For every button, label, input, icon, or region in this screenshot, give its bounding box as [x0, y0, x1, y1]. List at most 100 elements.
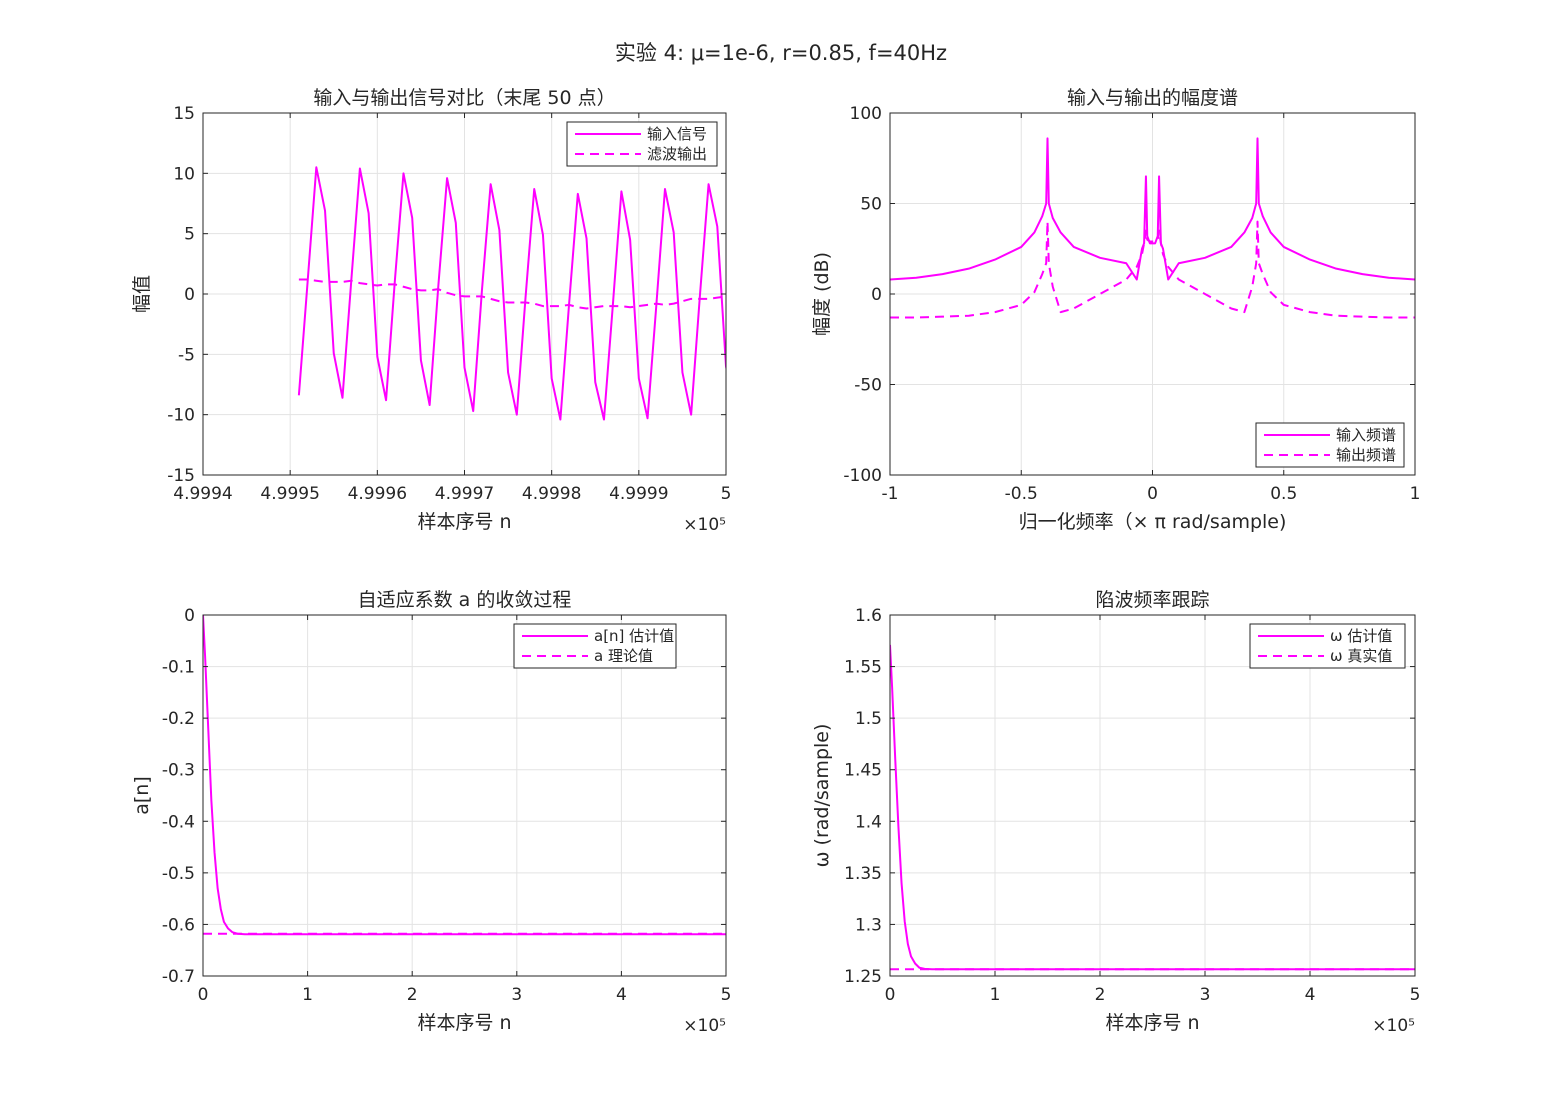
chart-title: 输入与输出信号对比（末尾 50 点）	[313, 87, 615, 109]
y-tick-label: -100	[843, 466, 882, 486]
chart-1: 4.9994 4.9995 4.9996 4.9997 4.9998 4.9999 5 -15…	[131, 87, 732, 535]
y-tick-label: 1.4	[855, 812, 882, 832]
x-axis-exponent: ×10⁵	[683, 1016, 726, 1036]
legend: a[n] 估计值 a 理论值	[513, 623, 677, 669]
series-line-2	[890, 220, 1415, 319]
y-tick-label: -0.2	[162, 709, 195, 729]
y-tick-label: 1.25	[844, 967, 882, 987]
x-axis-label: 样本序号 n	[417, 511, 511, 533]
legend-label: 滤波输出	[647, 145, 707, 163]
x-tick-label: -1	[882, 484, 899, 504]
y-tick-label: -0.5	[162, 864, 195, 884]
y-axis-label: ω (rad/sample)	[811, 724, 833, 868]
x-tick-label: 0	[885, 985, 896, 1005]
x-axis-exponent: ×10⁵	[1372, 1016, 1415, 1036]
x-axis-label: 样本序号 n	[417, 1012, 511, 1034]
series-line-1	[890, 137, 1415, 281]
y-axis-label: 幅度 (dB)	[811, 252, 833, 336]
legend-box	[1255, 422, 1405, 468]
x-tick-label: 4.9996	[348, 484, 407, 504]
legend-label: a 理论值	[594, 647, 653, 665]
y-tick-label: -50	[854, 376, 882, 396]
x-tick-label: 4.9995	[260, 484, 319, 504]
x-axis-exponent: ×10⁵	[683, 515, 726, 535]
x-tick-label: 4.9998	[522, 484, 581, 504]
y-tick-label: 0	[184, 285, 195, 305]
legend-label: a[n] 估计值	[594, 627, 674, 645]
chart-title: 陷波频率跟踪	[1095, 589, 1209, 611]
x-tick-label: 3	[511, 985, 522, 1005]
legend-box	[566, 121, 718, 167]
chart-title: 自适应系数 a 的收敛过程	[358, 589, 572, 611]
y-axis-label: a[n]	[131, 776, 153, 815]
x-tick-label: 5	[721, 985, 732, 1005]
y-tick-label: 1.6	[855, 606, 882, 626]
legend-label: ω 估计值	[1330, 627, 1392, 645]
x-axis-label: 样本序号 n	[1105, 1012, 1199, 1034]
plot-area	[203, 615, 726, 976]
y-tick-label: -0.6	[162, 915, 195, 935]
y-tick-label: 100	[850, 104, 882, 124]
y-tick-label: -10	[167, 406, 195, 426]
y-tick-label: -0.4	[162, 812, 195, 832]
x-tick-label: 5	[721, 484, 732, 504]
y-tick-label: 50	[860, 195, 882, 215]
data-layer	[297, 166, 726, 421]
x-tick-label: 0.5	[1270, 484, 1297, 504]
y-tick-label: 0	[871, 285, 882, 305]
series-line-output	[298, 278, 726, 310]
data-layer	[890, 137, 1415, 319]
y-tick-label: 0	[184, 606, 195, 626]
x-tick-label: 3	[1200, 985, 1211, 1005]
data-layer	[890, 644, 1415, 971]
y-tick-label: -0.7	[162, 967, 195, 987]
chart-title: 输入与输出的幅度谱	[1067, 87, 1238, 109]
legend-box	[513, 623, 677, 669]
x-tick-label: 2	[1095, 985, 1106, 1005]
y-tick-label: 1.55	[844, 658, 882, 678]
axes-frame	[889, 614, 1416, 977]
figure-suptitle: 实验 4: μ=1e-6, r=0.85, f=40Hz	[615, 41, 947, 65]
x-tick-label: 1	[990, 985, 1001, 1005]
x-tick-label: 4	[616, 985, 627, 1005]
legend: ω 估计值 ω 真实值	[1249, 623, 1406, 669]
y-tick-label: -15	[167, 466, 195, 486]
x-tick-label: 1	[1410, 484, 1421, 504]
y-tick-label: 1.3	[855, 915, 882, 935]
y-tick-label: -0.3	[162, 761, 195, 781]
y-tick-label: 5	[184, 225, 195, 245]
chart-4: 0 1 2 3 4 5 1.25 1.3 1.35 1.4 1.45 1.5 1.55 1.6 ×10⁵ 陷波…	[811, 589, 1420, 1036]
chart-3: 0 1 2 3 4 5 -0.7 -0.6 -0.5 -0.4 -0.3 -0.2 -0.1 0 ×10⁵ 自…	[131, 589, 731, 1036]
data-layer	[203, 615, 726, 936]
y-tick-label: 15	[173, 104, 195, 124]
y-tick-label: 10	[173, 164, 195, 184]
y-tick-label: 1.45	[844, 761, 882, 781]
series-line-input	[297, 166, 726, 421]
x-tick-label: 4.9994	[173, 484, 232, 504]
legend-label: ω 真实值	[1330, 647, 1392, 665]
y-tick-label: 1.5	[855, 709, 882, 729]
y-tick-label: 1.35	[844, 864, 882, 884]
x-tick-label: 0	[1147, 484, 1158, 504]
x-axis-label: 归一化频率（× π rad/sample)	[1019, 511, 1287, 533]
y-tick-label: -5	[178, 345, 195, 365]
x-tick-label: 0	[198, 985, 209, 1005]
chart-2: -1 -0.5 0 0.5 1 -100 -50 0 50 100 输入与输出的幅度谱归一化频率（×…	[811, 87, 1420, 533]
legend-label: 输入频谱	[1336, 426, 1396, 444]
legend-label: 输出频谱	[1336, 446, 1396, 464]
x-tick-label: -0.5	[1005, 484, 1038, 504]
legend-label: 输入信号	[647, 125, 707, 143]
x-tick-label: 1	[302, 985, 313, 1005]
x-tick-label: 4	[1305, 985, 1316, 1005]
x-tick-label: 4.9997	[435, 484, 494, 504]
x-tick-label: 4.9999	[609, 484, 668, 504]
legend-box	[1249, 623, 1406, 669]
plot-area	[890, 615, 1415, 976]
y-tick-label: -0.1	[162, 658, 195, 678]
y-axis-label: 幅值	[131, 275, 153, 313]
x-tick-label: 5	[1410, 985, 1421, 1005]
axes-frame	[202, 614, 727, 977]
